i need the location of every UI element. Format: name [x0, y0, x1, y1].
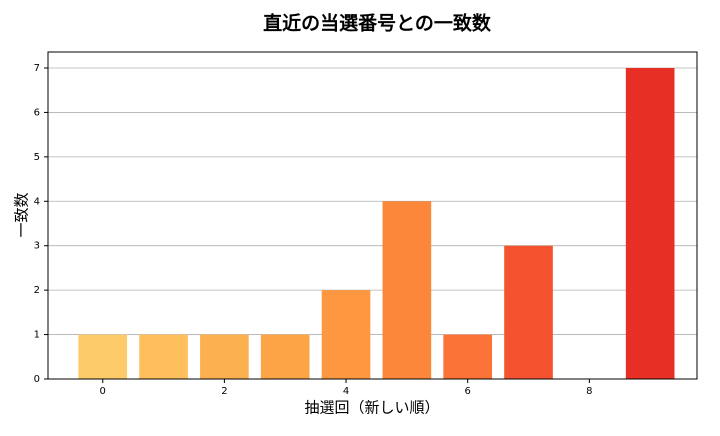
x-tick-label: 4	[343, 386, 349, 397]
y-tick-label: 1	[34, 330, 40, 341]
y-tick-label: 7	[34, 63, 40, 74]
bar	[321, 290, 371, 379]
bar	[139, 334, 188, 379]
bar	[504, 245, 553, 379]
bar	[382, 201, 432, 379]
y-axis-label: 一致数	[13, 192, 31, 237]
bar	[78, 334, 128, 379]
x-tick-label: 2	[221, 386, 227, 397]
y-tick-label: 5	[34, 152, 40, 163]
bar	[200, 334, 249, 379]
x-tick-label: 6	[465, 386, 471, 397]
chart-title: 直近の当選番号との一致数	[263, 12, 492, 35]
bar	[260, 334, 310, 379]
y-tick-label: 2	[34, 285, 40, 296]
plot-frame	[47, 51, 698, 380]
bar	[443, 334, 493, 379]
y-tick-label: 4	[34, 196, 40, 207]
y-tick-label: 0	[34, 374, 40, 385]
x-axis-label: 抽選回（新しい順）	[304, 399, 439, 417]
x-tick-label: 8	[586, 386, 592, 397]
x-tick-label: 0	[100, 386, 106, 397]
y-tick-label: 6	[34, 107, 40, 118]
y-tick-label: 3	[34, 241, 40, 252]
bar	[625, 67, 675, 379]
